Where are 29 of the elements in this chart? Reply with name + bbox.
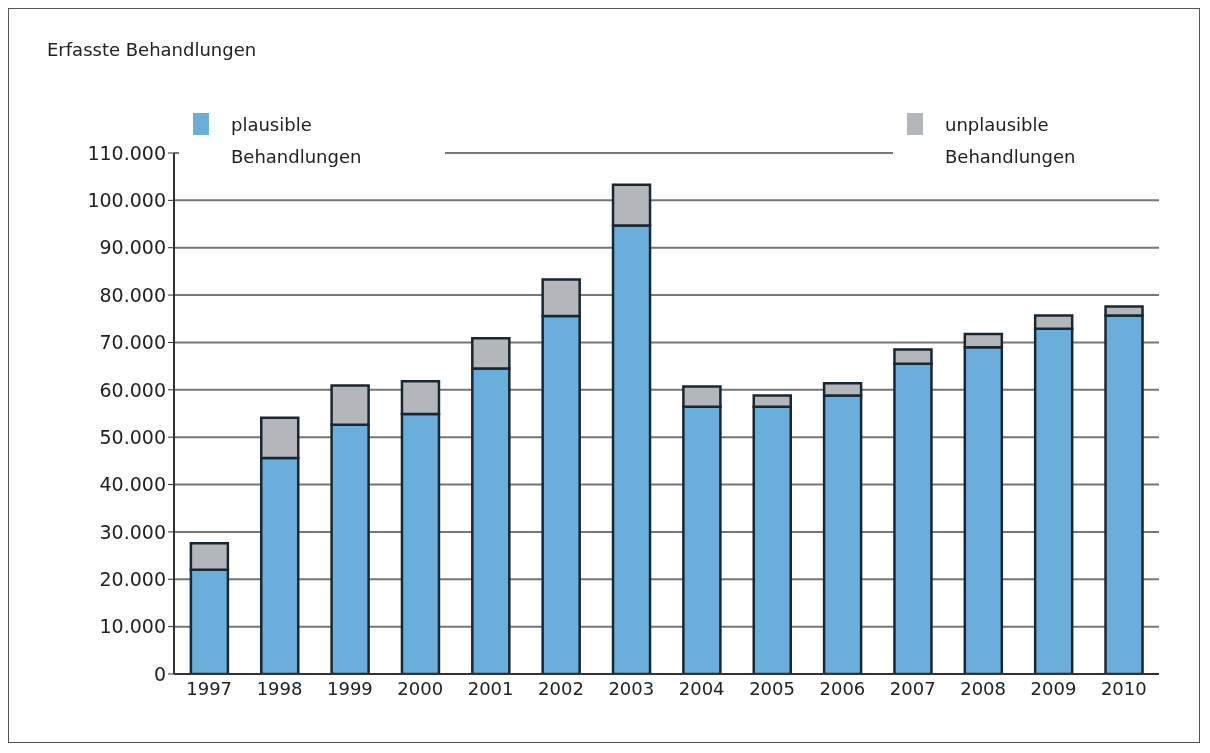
y-tick-label: 80.000 — [99, 283, 166, 306]
x-tick-label: 2004 — [678, 677, 725, 699]
x-tick-label: 1999 — [326, 677, 373, 699]
y-tick-label: 0 — [153, 662, 166, 685]
y-axis-title: Erfasste Behandlungen — [47, 39, 257, 60]
y-tick-label: 90.000 — [99, 236, 166, 259]
x-tick-label: 2008 — [960, 677, 1007, 699]
x-tick-label: 2007 — [889, 677, 936, 699]
x-tick-label: 2001 — [467, 677, 514, 699]
x-tick-label: 2002 — [538, 677, 584, 699]
y-tick-label: 30.000 — [99, 520, 166, 543]
x-tick-label: 2009 — [1030, 677, 1077, 699]
y-tick-label: 110.000 — [87, 141, 166, 164]
x-tick-label: 2000 — [397, 677, 444, 699]
y-tick-label: 20.000 — [99, 568, 166, 591]
y-tick-label: 70.000 — [99, 331, 166, 354]
x-tick-label: 2010 — [1100, 677, 1147, 699]
x-tick-label: 2005 — [749, 677, 795, 699]
y-tick-label: 60.000 — [99, 378, 166, 401]
y-tick-label: 40.000 — [99, 473, 166, 496]
y-tick-label: 100.000 — [87, 189, 166, 212]
legend-label: plausible Behandlungen — [231, 113, 363, 169]
legend-label: unplausible Behandlungen — [945, 113, 1077, 169]
x-tick-label: 1997 — [186, 677, 233, 699]
x-tick-label: 1998 — [256, 677, 303, 699]
x-tick-label: 2003 — [608, 677, 655, 699]
x-tick-label: 2006 — [819, 677, 866, 699]
y-tick-label: 10.000 — [99, 615, 166, 638]
y-tick-label: 50.000 — [99, 425, 166, 448]
